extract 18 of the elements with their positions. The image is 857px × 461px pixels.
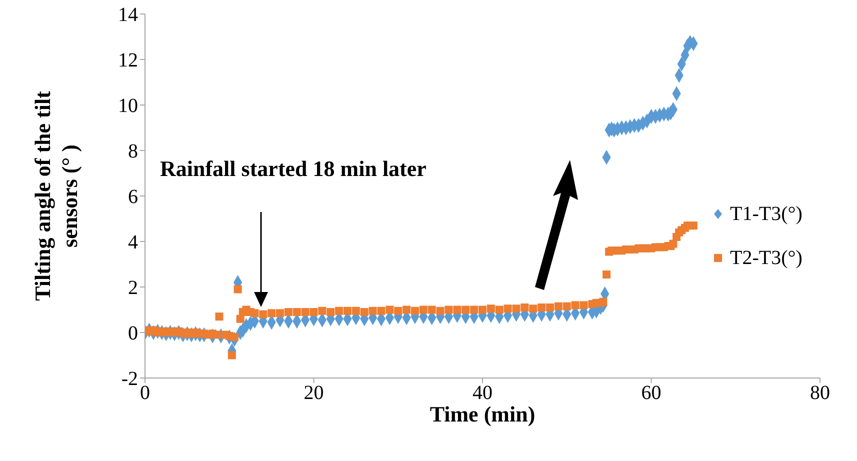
x-axis-title: Time (min): [430, 402, 536, 427]
y-tick-label: 0: [128, 322, 138, 345]
x-tick-label: 80: [810, 382, 830, 404]
y-tick-label: 10: [118, 95, 138, 118]
annotation: Rainfall started 18 min later: [160, 156, 426, 182]
legend-label: T2-T3(°): [730, 246, 802, 270]
legend-label: T1-T3(°): [730, 202, 802, 226]
y-tick-label: -2: [121, 368, 138, 390]
y-tick-label: 4: [128, 232, 138, 254]
x-tick-label: 20: [304, 382, 324, 404]
y-tick-label: 6: [128, 186, 138, 208]
y-tick-label: 2: [128, 277, 138, 300]
y-tick-label: 12: [118, 50, 138, 72]
y-tick-label: 8: [128, 140, 138, 163]
y-axis-title: Tilting angle of the tilt sensors (° ): [30, 90, 82, 301]
x-tick-label: 60: [641, 382, 662, 404]
y-tick-label: 14: [118, 4, 138, 26]
x-tick-label: 40: [472, 382, 492, 404]
